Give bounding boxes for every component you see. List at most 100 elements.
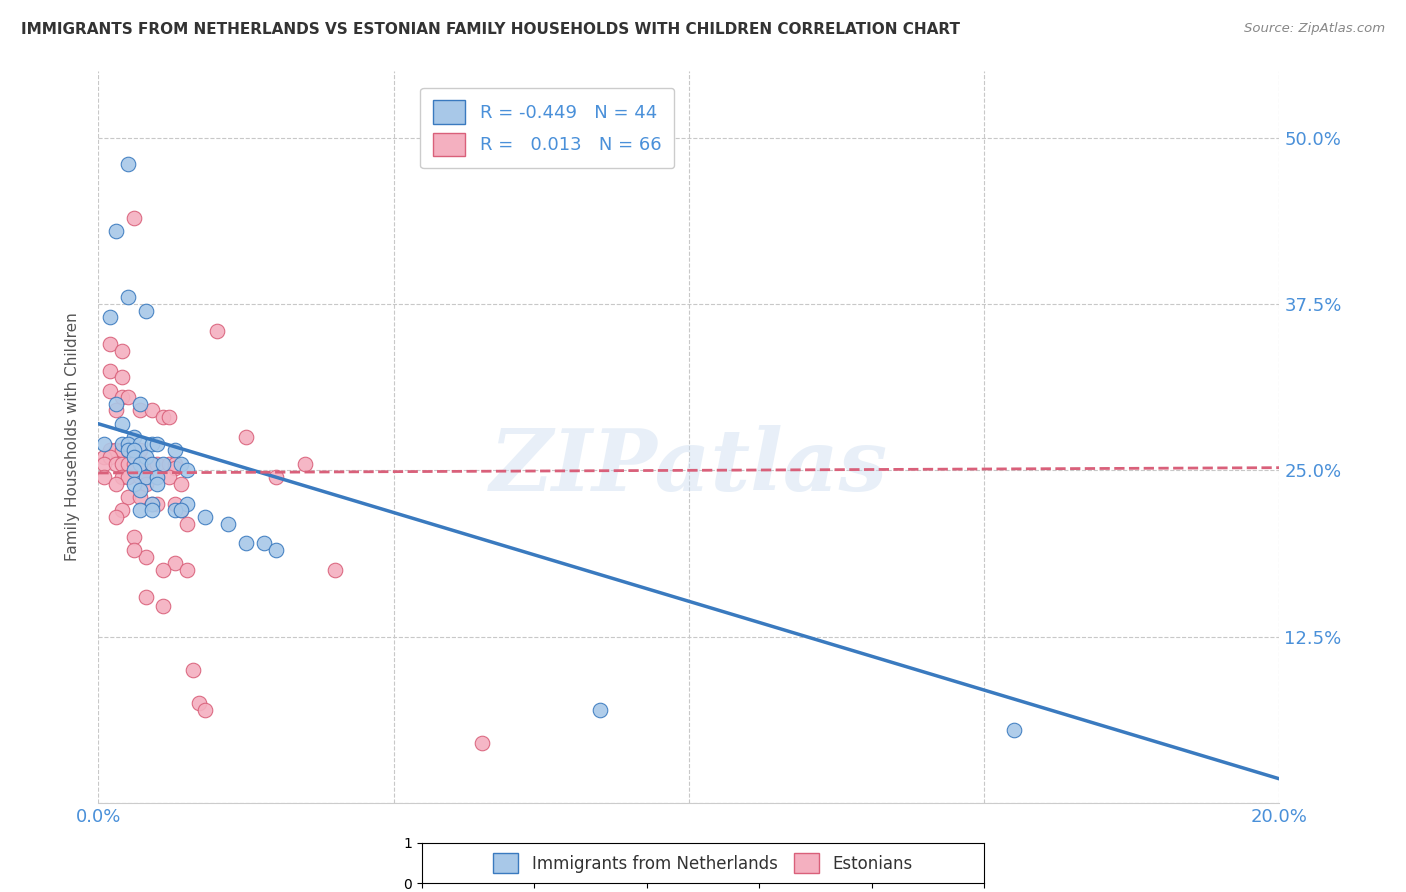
- Point: [117, 436, 139, 450]
- Point: [152, 563, 174, 577]
- Point: [157, 470, 180, 484]
- Point: [135, 303, 157, 318]
- Point: [111, 503, 134, 517]
- Point: [194, 509, 217, 524]
- Point: [122, 530, 145, 544]
- Point: [111, 470, 134, 484]
- Point: [128, 470, 150, 484]
- Point: [152, 457, 174, 471]
- Point: [105, 224, 128, 238]
- Point: [128, 490, 150, 504]
- Text: ZIPatlas: ZIPatlas: [489, 425, 889, 508]
- Point: [117, 443, 139, 458]
- Point: [194, 703, 217, 717]
- Point: [105, 443, 128, 458]
- Point: [146, 470, 169, 484]
- Point: [105, 509, 128, 524]
- Point: [117, 157, 139, 171]
- Point: [264, 470, 287, 484]
- Point: [235, 536, 257, 550]
- Point: [122, 457, 145, 471]
- Point: [165, 557, 187, 571]
- Point: [122, 543, 145, 558]
- Point: [146, 470, 169, 484]
- Point: [205, 324, 228, 338]
- Point: [176, 497, 198, 511]
- Point: [111, 443, 134, 458]
- Point: [264, 543, 287, 558]
- Text: Source: ZipAtlas.com: Source: ZipAtlas.com: [1244, 22, 1385, 36]
- Point: [135, 590, 157, 604]
- Point: [135, 450, 157, 464]
- Point: [111, 370, 134, 384]
- Point: [323, 563, 346, 577]
- Point: [170, 503, 193, 517]
- Point: [111, 417, 134, 431]
- Point: [105, 403, 128, 417]
- Point: [176, 516, 198, 531]
- Legend: Immigrants from Netherlands, Estonians: Immigrants from Netherlands, Estonians: [485, 845, 921, 881]
- Point: [105, 476, 128, 491]
- Point: [141, 503, 163, 517]
- Point: [111, 436, 134, 450]
- Point: [141, 436, 163, 450]
- Point: [98, 450, 121, 464]
- Point: [128, 483, 150, 498]
- Point: [93, 436, 115, 450]
- Point: [146, 476, 169, 491]
- Point: [170, 476, 193, 491]
- Point: [235, 430, 257, 444]
- Point: [152, 410, 174, 425]
- Point: [105, 397, 128, 411]
- Point: [181, 663, 204, 677]
- Point: [141, 457, 163, 471]
- Point: [98, 363, 121, 377]
- Point: [135, 457, 157, 471]
- Y-axis label: Family Households with Children: Family Households with Children: [65, 313, 80, 561]
- Point: [1002, 723, 1025, 737]
- Point: [135, 470, 157, 484]
- Point: [93, 450, 115, 464]
- Point: [122, 211, 145, 225]
- Point: [135, 476, 157, 491]
- Point: [111, 343, 134, 358]
- Point: [117, 390, 139, 404]
- Point: [98, 443, 121, 458]
- Point: [111, 390, 134, 404]
- Point: [165, 457, 187, 471]
- Point: [117, 470, 139, 484]
- Point: [117, 457, 139, 471]
- Point: [141, 497, 163, 511]
- Point: [165, 497, 187, 511]
- Point: [157, 410, 180, 425]
- Point: [122, 443, 145, 458]
- Point: [146, 497, 169, 511]
- Point: [141, 497, 163, 511]
- Point: [122, 476, 145, 491]
- Point: [128, 397, 150, 411]
- Point: [135, 470, 157, 484]
- Point: [128, 457, 150, 471]
- Point: [128, 403, 150, 417]
- Point: [98, 337, 121, 351]
- Point: [170, 503, 193, 517]
- Point: [141, 457, 163, 471]
- Point: [152, 599, 174, 613]
- Point: [170, 457, 193, 471]
- Point: [98, 310, 121, 325]
- Point: [122, 443, 145, 458]
- Point: [128, 503, 150, 517]
- Point: [122, 463, 145, 477]
- Point: [176, 563, 198, 577]
- Point: [253, 536, 276, 550]
- Point: [122, 450, 145, 464]
- Point: [294, 457, 316, 471]
- Point: [128, 457, 150, 471]
- Point: [128, 443, 150, 458]
- Point: [111, 457, 134, 471]
- Point: [146, 457, 169, 471]
- Point: [471, 736, 494, 750]
- Point: [176, 463, 198, 477]
- Point: [117, 490, 139, 504]
- Point: [122, 430, 145, 444]
